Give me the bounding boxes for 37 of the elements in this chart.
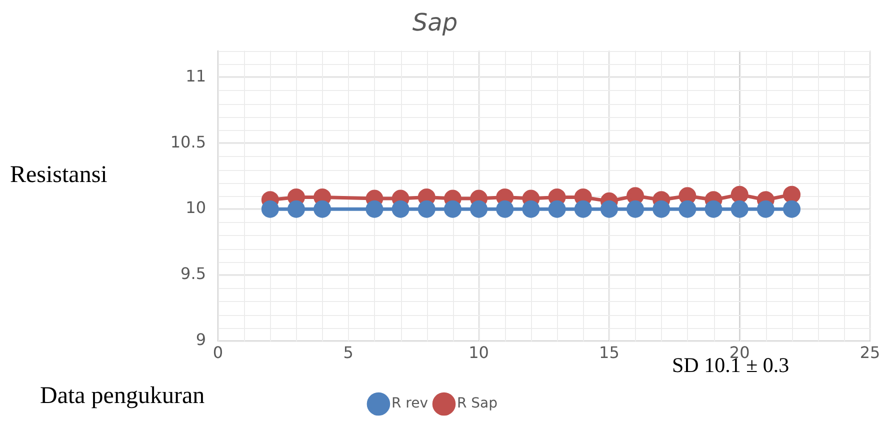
point (574, 200, 592, 218)
point (548, 200, 566, 218)
y-tick-label: 9 (196, 330, 206, 350)
point (392, 200, 410, 218)
point (470, 200, 488, 218)
x-tick-label: 10 (468, 342, 489, 362)
point (783, 200, 801, 218)
point (756, 200, 774, 218)
x-tick-label: 15 (599, 342, 620, 362)
point (314, 200, 332, 218)
point (704, 200, 722, 218)
point (652, 200, 670, 218)
point (418, 200, 436, 218)
point (678, 200, 696, 218)
x-axis-title: Data pengukuran (40, 383, 205, 410)
point (626, 200, 644, 218)
point (366, 200, 384, 218)
legend-label: R rev (391, 396, 428, 412)
point (496, 200, 514, 218)
y-tick-label: 9.5 (180, 264, 206, 284)
point (730, 186, 748, 204)
point (261, 200, 279, 218)
point (600, 200, 618, 218)
x-tick-label: 0 (212, 342, 224, 362)
point (444, 200, 462, 218)
point (783, 186, 801, 204)
x-tick-label: 5 (343, 342, 354, 362)
point (287, 200, 305, 218)
point (730, 200, 748, 218)
x-tick-label: 25 (860, 342, 880, 362)
chart-title: Sap (412, 8, 458, 37)
y-tick-label: 11 (186, 66, 206, 86)
legend-label: R Sap (456, 396, 498, 412)
y-axis-title: Resistansi (10, 162, 108, 189)
y-tick-label: 10.5 (170, 132, 206, 152)
point (522, 200, 540, 218)
y-tick-label: 10 (186, 198, 206, 218)
